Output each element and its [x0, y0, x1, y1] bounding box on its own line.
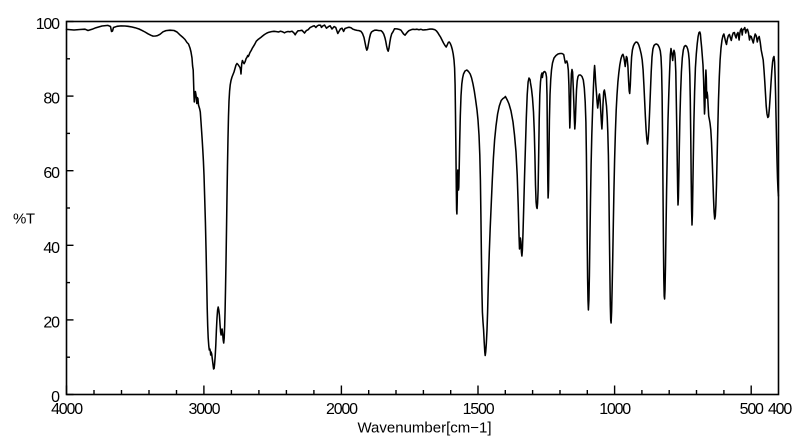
svg-text:400: 400 [768, 401, 792, 418]
svg-text:3000: 3000 [189, 401, 221, 418]
svg-text:100: 100 [36, 16, 60, 33]
svg-text:80: 80 [43, 91, 60, 108]
svg-text:500: 500 [740, 401, 764, 418]
svg-text:%T: %T [13, 211, 35, 228]
svg-text:2000: 2000 [326, 401, 358, 418]
svg-text:60: 60 [43, 165, 60, 182]
svg-text:1000: 1000 [599, 401, 631, 418]
svg-text:0: 0 [51, 389, 60, 406]
svg-text:Wavenumber[cm−1]: Wavenumber[cm−1] [357, 420, 491, 437]
svg-text:40: 40 [43, 240, 60, 257]
svg-text:4000: 4000 [51, 401, 83, 418]
svg-text:20: 20 [43, 314, 60, 331]
svg-text:1500: 1500 [463, 401, 495, 418]
